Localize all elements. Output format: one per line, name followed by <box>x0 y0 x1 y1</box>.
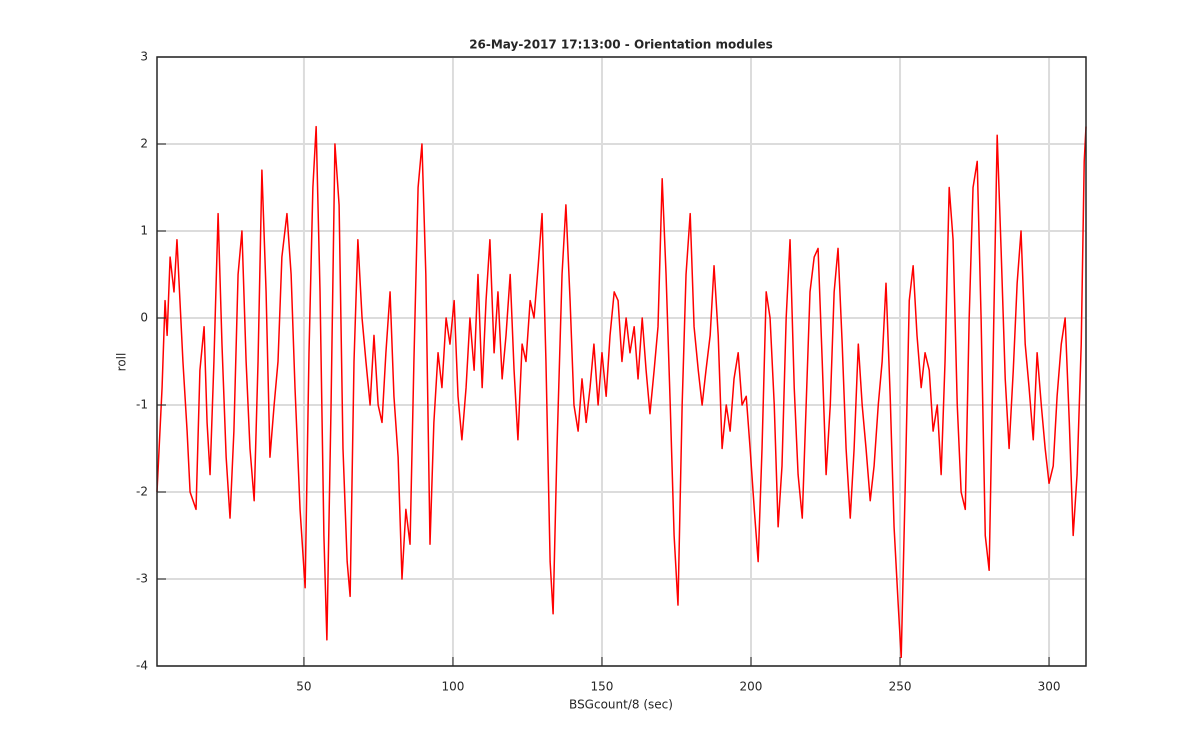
lines <box>156 125 1087 659</box>
x-tick-label: 300 <box>1038 680 1061 694</box>
axes-box <box>156 56 1087 667</box>
y-tick-label: 3 <box>140 50 148 64</box>
y-tick-label: -1 <box>136 398 148 412</box>
y-tick-label: 1 <box>140 224 148 238</box>
x-tick-label: 50 <box>296 680 311 694</box>
y-tick-label: 2 <box>140 137 148 151</box>
y-tick-label: -4 <box>136 659 148 673</box>
y-axis-label: roll <box>115 353 129 372</box>
y-tick-label: -2 <box>136 485 148 499</box>
x-tick-label: 150 <box>591 680 614 694</box>
x-tick-label: 200 <box>740 680 763 694</box>
ticks: 50 100 150 200 250 300 -4 -3 -2 -1 0 1 2 3 <box>136 50 1060 694</box>
y-tick-label: 0 <box>140 311 148 325</box>
x-axis-label: BSGcount/8 (sec) <box>569 698 673 712</box>
chart-title: 26-May-2017 17:13:00 - Orientation modul… <box>469 38 773 52</box>
data-line <box>156 125 1087 659</box>
x-tick-label: 100 <box>442 680 465 694</box>
x-tick-label: 250 <box>889 680 912 694</box>
y-tick-label: -3 <box>136 572 148 586</box>
